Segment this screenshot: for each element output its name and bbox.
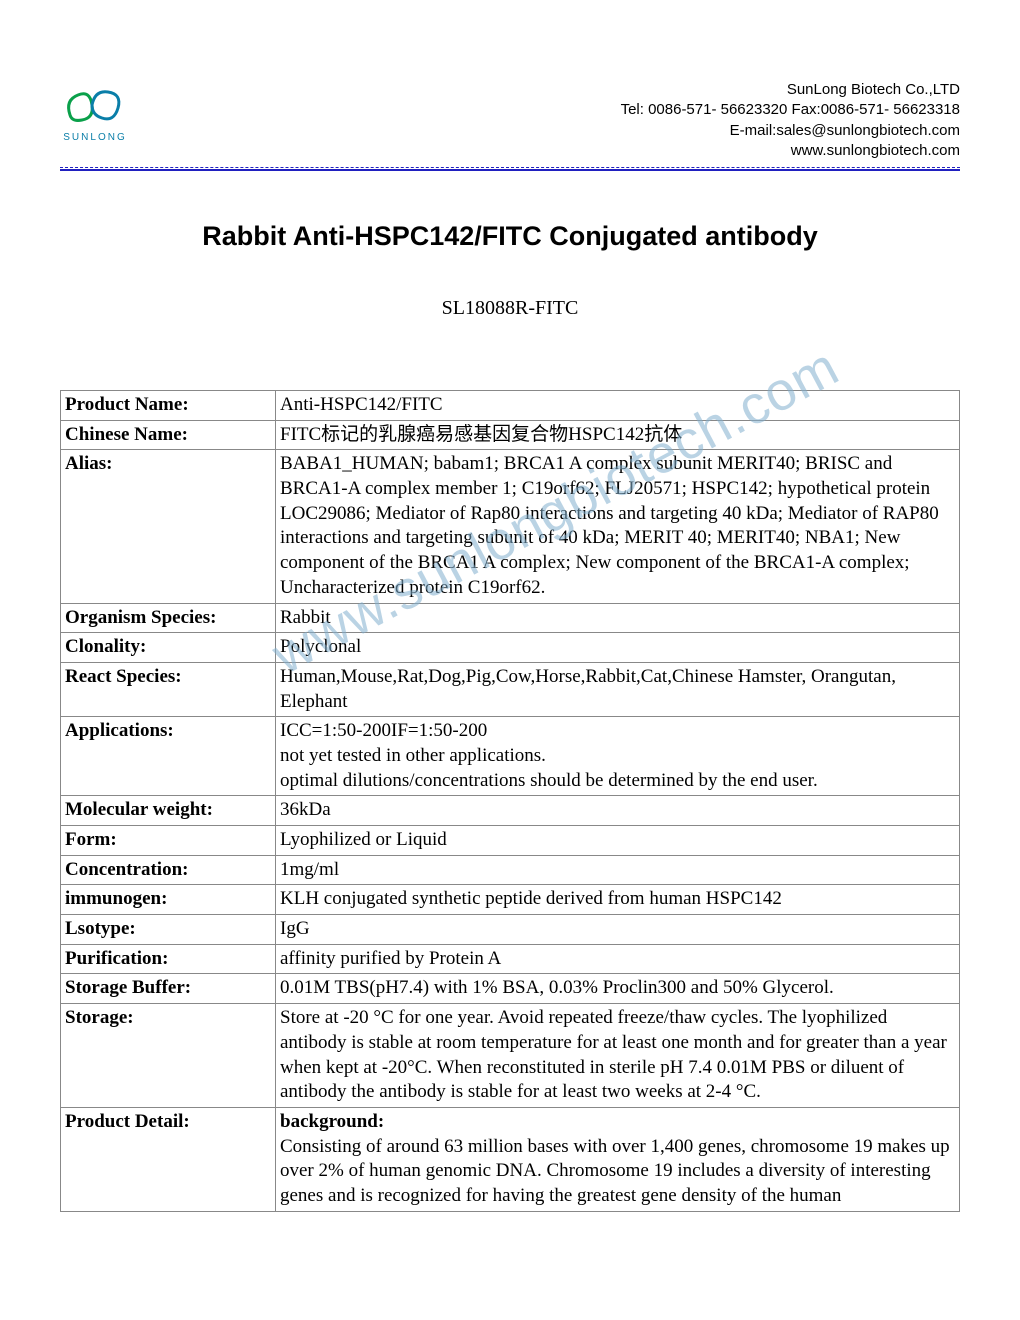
logo-text: SUNLONG <box>63 132 126 143</box>
row-value: Rabbit <box>276 603 960 633</box>
row-label: Lsotype: <box>61 915 276 945</box>
row-label: Product Detail: <box>61 1107 276 1211</box>
table-row: Clonality: Polyclonal <box>61 633 960 663</box>
row-label: Purification: <box>61 944 276 974</box>
row-value: Human,Mouse,Rat,Dog,Pig,Cow,Horse,Rabbit… <box>276 662 960 716</box>
company-name: SunLong Biotech Co.,LTD <box>621 80 960 100</box>
company-info: SunLong Biotech Co.,LTD Tel: 0086-571- 5… <box>621 80 960 161</box>
table-row: Organism Species: Rabbit <box>61 603 960 633</box>
row-label: immunogen: <box>61 885 276 915</box>
row-value: BABA1_HUMAN; babam1; BRCA1 A complex sub… <box>276 450 960 603</box>
row-label: Applications: <box>61 717 276 796</box>
spec-table: Product Name: Anti-HSPC142/FITC Chinese … <box>60 390 960 1212</box>
table-row: Concentration: 1mg/ml <box>61 855 960 885</box>
company-website: www.sunlongbiotech.com <box>621 141 960 161</box>
row-label: React Species: <box>61 662 276 716</box>
row-value: 0.01M TBS(pH7.4) with 1% BSA, 0.03% Proc… <box>276 974 960 1004</box>
row-label: Organism Species: <box>61 603 276 633</box>
table-row: Applications: ICC=1:50-200IF=1:50-200 no… <box>61 717 960 796</box>
logo-block: SUNLONG <box>60 80 130 143</box>
row-value-line: ICC=1:50-200IF=1:50-200 <box>280 719 955 744</box>
row-value: affinity purified by Protein A <box>276 944 960 974</box>
product-code: SL18088R-FITC <box>60 297 960 320</box>
row-label: Alias: <box>61 450 276 603</box>
row-value: IgG <box>276 915 960 945</box>
row-value: Anti-HSPC142/FITC <box>276 391 960 421</box>
row-label: Molecular weight: <box>61 796 276 826</box>
table-row: Molecular weight: 36kDa <box>61 796 960 826</box>
row-label: Product Name: <box>61 391 276 421</box>
detail-header: background: <box>280 1111 384 1132</box>
row-value: Polyclonal <box>276 633 960 663</box>
company-email: E-mail:sales@sunlongbiotech.com <box>621 121 960 141</box>
row-value: ICC=1:50-200IF=1:50-200 not yet tested i… <box>276 717 960 796</box>
page-header: SUNLONG SunLong Biotech Co.,LTD Tel: 008… <box>60 80 960 161</box>
row-value-line: not yet tested in other applications. <box>280 744 955 769</box>
row-label: Clonality: <box>61 633 276 663</box>
table-row: Storage: Store at -20 °C for one year. A… <box>61 1004 960 1108</box>
row-label: Storage: <box>61 1004 276 1108</box>
table-row: Purification: affinity purified by Prote… <box>61 944 960 974</box>
sunlong-logo-icon <box>60 80 130 130</box>
table-row: Storage Buffer: 0.01M TBS(pH7.4) with 1%… <box>61 974 960 1004</box>
table-row: Form: Lyophilized or Liquid <box>61 826 960 856</box>
table-row: immunogen: KLH conjugated synthetic pept… <box>61 885 960 915</box>
row-value: background: Consisting of around 63 mill… <box>276 1107 960 1211</box>
row-value: 36kDa <box>276 796 960 826</box>
row-value: Lyophilized or Liquid <box>276 826 960 856</box>
row-value: 1mg/ml <box>276 855 960 885</box>
page-title: Rabbit Anti-HSPC142/FITC Conjugated anti… <box>60 221 960 252</box>
row-label: Chinese Name: <box>61 420 276 450</box>
table-row: Product Detail: background: Consisting o… <box>61 1107 960 1211</box>
row-value: KLH conjugated synthetic peptide derived… <box>276 885 960 915</box>
table-row: React Species: Human,Mouse,Rat,Dog,Pig,C… <box>61 662 960 716</box>
row-label: Form: <box>61 826 276 856</box>
row-value: Store at -20 °C for one year. Avoid repe… <box>276 1004 960 1108</box>
detail-body: Consisting of around 63 million bases wi… <box>280 1136 950 1206</box>
table-row: Lsotype: IgG <box>61 915 960 945</box>
table-row: Product Name: Anti-HSPC142/FITC <box>61 391 960 421</box>
table-row: Chinese Name: FITC标记的乳腺癌易感基因复合物HSPC142抗体 <box>61 420 960 450</box>
row-value: FITC标记的乳腺癌易感基因复合物HSPC142抗体 <box>276 420 960 450</box>
row-label: Concentration: <box>61 855 276 885</box>
row-label: Storage Buffer: <box>61 974 276 1004</box>
row-value-line: optimal dilutions/concentrations should … <box>280 769 955 794</box>
table-row: Alias: BABA1_HUMAN; babam1; BRCA1 A comp… <box>61 450 960 603</box>
header-divider <box>60 169 960 171</box>
company-tel-fax: Tel: 0086-571- 56623320 Fax:0086-571- 56… <box>621 100 960 120</box>
